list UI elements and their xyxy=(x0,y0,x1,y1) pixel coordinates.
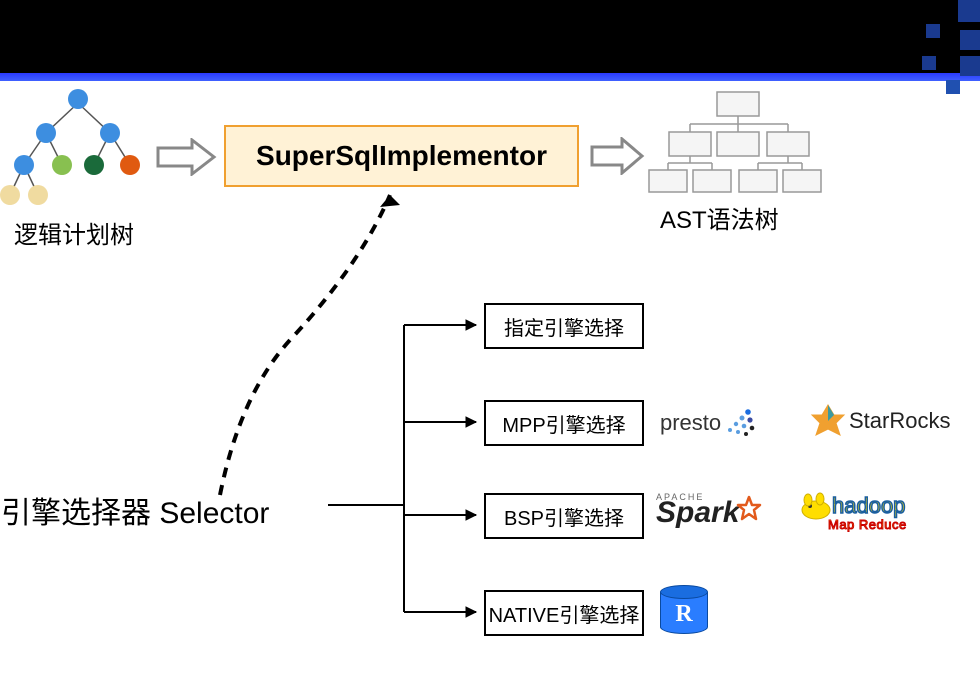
rdb-logo: R xyxy=(660,585,708,635)
spark-logo: APACHE Spark xyxy=(656,494,763,525)
arrow-icon xyxy=(156,138,218,176)
engine-box-mpp: MPP引擎选择 xyxy=(484,400,644,446)
presto-logo: presto xyxy=(660,408,758,438)
engine-box-native: NATIVE引擎选择 xyxy=(484,590,644,636)
ast-tree-icon xyxy=(645,88,825,198)
logic-plan-tree-icon xyxy=(0,85,160,215)
implementor-box: SuperSqlImplementor xyxy=(224,125,579,187)
ast-tree-label: AST语法树 xyxy=(660,200,779,235)
hadoop-logo: hadoop Map Reduce xyxy=(800,492,907,532)
logic-tree-label: 逻辑计划树 xyxy=(14,215,134,250)
arrow-icon xyxy=(590,137,646,175)
header-accent-line xyxy=(0,73,980,81)
header-bar xyxy=(0,0,980,75)
starrocks-logo: StarRocks xyxy=(810,403,950,439)
engine-box-specified: 指定引擎选择 xyxy=(484,303,644,349)
connector-lines xyxy=(328,300,498,630)
engine-box-bsp: BSP引擎选择 xyxy=(484,493,644,539)
